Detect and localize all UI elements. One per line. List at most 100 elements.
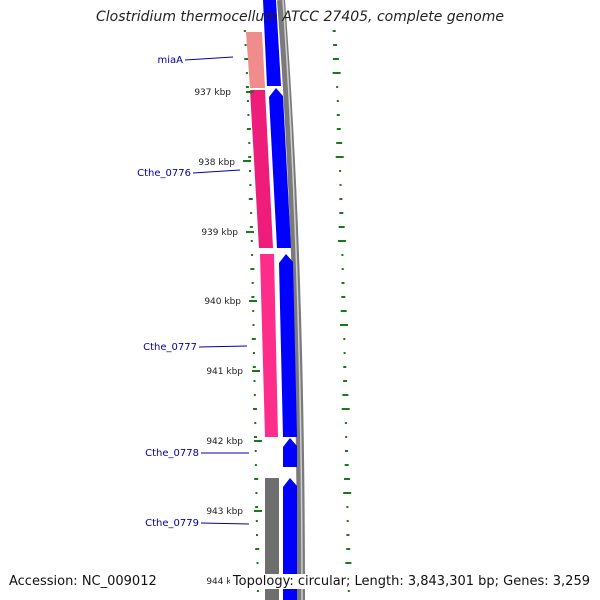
scale-ticks: 937 kbp 938 kbp 939 kbp 940 kbp 941 kbp … [194,88,264,587]
gene-label-cthe-0776[interactable]: Cthe_0776 [137,168,191,179]
gc-content-mark [343,352,346,354]
gc-content-mark [249,170,251,172]
gc-content-mark [341,268,344,270]
gc-content-mark [249,226,253,228]
backbone-ring [277,0,305,600]
gc-content-mark [244,44,247,46]
scale-tick-label: 938 kbp [198,158,235,168]
gc-content-mark [251,254,254,256]
gc-content-mark [343,492,352,494]
gc-content-ring-outer [332,30,353,592]
gene-arrow-0778[interactable] [283,438,297,467]
gc-content-mark [245,72,248,74]
gc-content-mark [343,366,347,368]
gene-arrow-0776[interactable] [269,88,291,248]
scale-tick-label: 944 kbp [206,577,243,587]
cds-feature-0779[interactable] [265,478,279,600]
gc-content-mark [338,240,346,242]
gene-label-cthe-0779[interactable]: Cthe_0779 [145,518,199,529]
gc-content-mark [252,324,255,326]
scale-tick-label: 941 kbp [206,367,243,377]
cds-feature-0777[interactable] [260,254,278,437]
gc-content-mark [346,506,349,508]
genome-title: Clostridium thermocellum ATCC 27405, com… [96,9,504,25]
gc-content-mark [332,30,336,32]
cds-track [246,32,279,600]
gc-content-mark [251,338,256,340]
gc-content-mark [254,450,257,452]
gc-content-mark [245,86,249,88]
gc-content-mark [254,464,257,466]
gc-content-mark [339,198,343,200]
gc-content-mark [254,436,257,438]
gc-content-mark [251,296,255,298]
gc-content-mark [346,534,350,536]
gc-content-mark [248,198,253,200]
scale-tick-label: 943 kbp [206,507,243,517]
gc-content-mark [346,520,349,522]
gc-content-mark [255,506,259,508]
gc-content-mark [333,44,338,46]
gc-content-mark [255,548,260,550]
gc-content-mark [248,142,251,144]
scale-tick-label: 940 kbp [204,297,241,307]
gc-content-mark [250,212,253,214]
gene-label-leader [200,522,250,525]
gc-content-mark [253,380,256,382]
cds-feature-0776[interactable] [250,90,273,248]
gc-content-mark [250,240,253,242]
gc-content-mark [250,268,255,270]
gc-content-mark [344,478,350,480]
gc-content-mark [347,590,350,592]
gene-label-leader [184,56,234,61]
gc-content-mark [345,436,348,438]
gc-content-mark [345,450,348,452]
gc-content-mark [336,100,339,102]
gene-label-cthe-0778[interactable]: Cthe_0778 [145,448,199,459]
accession-label: Accession: NC_009012 [9,574,157,589]
scale-tick-label: 937 kbp [194,88,231,98]
gc-content-mark [341,254,344,256]
gc-content-mark [251,282,254,284]
gc-content-mark [244,58,249,60]
scale-tick-label: 939 kbp [201,228,238,238]
gc-content-mark [246,100,249,102]
cds-feature-mia[interactable] [246,32,265,88]
gene-arrow-0777[interactable] [279,254,297,437]
gc-content-mark [336,142,343,144]
gene-labels: miaA Cthe_0776 Cthe_0777 Cthe_0778 Cthe_… [137,55,250,529]
gc-content-mark [253,394,256,396]
gene-arrow-mia[interactable] [263,0,281,86]
gc-content-mark [343,338,346,340]
gc-content-mark [253,352,255,354]
gc-content-mark [336,86,339,88]
scale-tick-label: 942 kbp [206,437,243,447]
gc-content-mark [340,310,347,312]
gc-content-mark [338,226,345,228]
genome-summary: Topology: circular; Length: 3,843,301 bp… [229,574,590,589]
gc-content-mark [339,170,342,172]
gc-content-mark [243,30,246,32]
gene-label-leader [192,169,241,174]
gc-content-mark [340,324,348,326]
gc-content-mark [255,520,258,522]
gc-content-mark [342,394,349,396]
gc-content-mark [341,408,350,410]
gc-content-mark [339,184,342,186]
gc-content-mark [341,296,346,298]
backbone-ring-highlight [282,0,303,600]
gc-content-mark [344,422,347,424]
gc-content-mark [336,114,340,116]
gc-content-mark [345,562,352,564]
gc-content-mark [332,58,339,60]
gene-label-cthe-0777[interactable]: Cthe_0777 [143,342,197,353]
gene-label-miaa[interactable]: miaA [158,55,184,66]
gc-content-mark [254,478,259,480]
gc-content-mark [343,380,348,382]
gc-content-mark [246,128,251,130]
gc-content-mark [254,422,257,424]
gene-arrow-0779[interactable] [283,478,297,600]
gc-content-mark [339,212,344,214]
gc-content-mark [341,282,345,284]
